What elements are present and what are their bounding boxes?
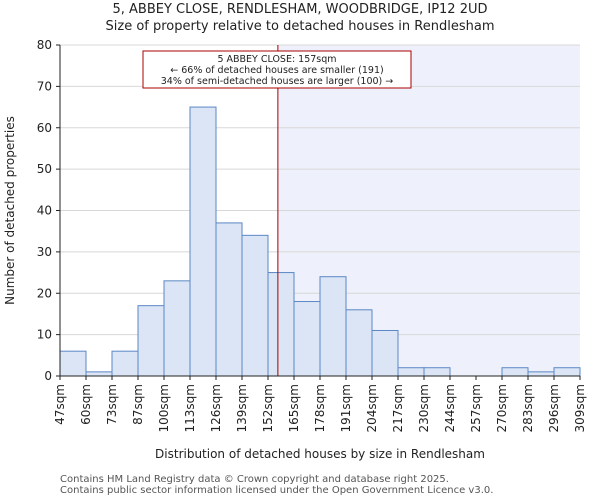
x-tick-label: 270sqm [495,384,509,432]
annotation-box [142,50,412,89]
footer-copyright: Contains HM Land Registry data © Crown c… [60,474,449,485]
chart-subtitle: Size of property relative to detached ho… [105,19,495,34]
x-tick-label: 230sqm [417,384,431,432]
bar-73sqm [111,350,139,377]
bar-126sqm [215,222,243,377]
bar-87sqm [137,305,165,377]
footer-licence: Contains public sector information licen… [60,485,494,496]
annotation-line-1: 5 ABBEY CLOSE: 157sqm [217,54,336,65]
bar-47sqm [59,350,87,377]
bar-204sqm [371,329,399,377]
annotation-line-3: 34% of semi-detached houses are larger (… [161,76,394,87]
y-tick-label: 40 [37,204,52,218]
x-tick-label: 309sqm [573,384,587,432]
bar-270sqm [501,367,529,377]
bar-230sqm [423,367,451,377]
bar-178sqm [319,276,347,377]
bar-139sqm [241,234,269,377]
bar-165sqm [293,301,321,377]
chart-title: 5, ABBEY CLOSE, RENDLESHAM, WOODBRIDGE, … [112,2,488,17]
x-tick-label: 126sqm [209,384,223,432]
y-axis-label: Number of detached properties [3,116,17,305]
y-tick-label: 80 [37,38,52,52]
x-tick-label: 139sqm [235,384,249,432]
x-tick-label: 165sqm [287,384,301,432]
x-tick-label: 60sqm [79,384,93,425]
bar-217sqm [397,367,425,377]
bar-100sqm [163,280,191,377]
x-tick-label: 178sqm [313,384,327,432]
x-tick-label: 152sqm [261,384,275,432]
x-tick-label: 113sqm [183,384,197,432]
bar-296sqm [553,367,581,377]
y-tick-label: 10 [37,328,52,342]
y-tick-label: 70 [37,79,52,93]
x-tick-label: 47sqm [53,384,67,425]
x-tick-label: 87sqm [131,384,145,425]
bar-60sqm [85,371,113,377]
y-tick-label: 30 [37,245,52,259]
y-tick-label: 0 [44,369,52,383]
bar-283sqm [527,371,555,377]
x-tick-label: 204sqm [365,384,379,432]
x-tick-label: 283sqm [521,384,535,432]
x-tick-label: 191sqm [339,384,353,432]
annotation-line-2: ← 66% of detached houses are smaller (19… [170,65,383,76]
x-tick-label: 73sqm [105,384,119,425]
x-tick-label: 296sqm [547,384,561,432]
y-tick-label: 60 [37,121,52,135]
bar-152sqm [267,272,295,377]
bar-191sqm [345,309,373,377]
x-tick-label: 100sqm [157,384,171,432]
bar-113sqm [189,106,217,377]
x-tick-label: 244sqm [443,384,457,432]
x-axis-label: Distribution of detached houses by size … [155,447,485,461]
x-tick-label: 217sqm [391,384,405,432]
x-tick-label: 257sqm [469,384,483,432]
y-tick-label: 50 [37,162,52,176]
y-tick-label: 20 [37,286,52,300]
